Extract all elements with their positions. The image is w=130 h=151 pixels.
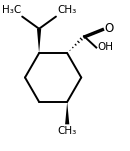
- Polygon shape: [65, 102, 69, 124]
- Text: CH₃: CH₃: [58, 126, 77, 136]
- Text: O: O: [105, 22, 114, 35]
- Text: OH: OH: [97, 42, 113, 52]
- Polygon shape: [37, 29, 41, 53]
- Text: CH₃: CH₃: [57, 5, 76, 15]
- Text: H₃C: H₃C: [2, 5, 21, 15]
